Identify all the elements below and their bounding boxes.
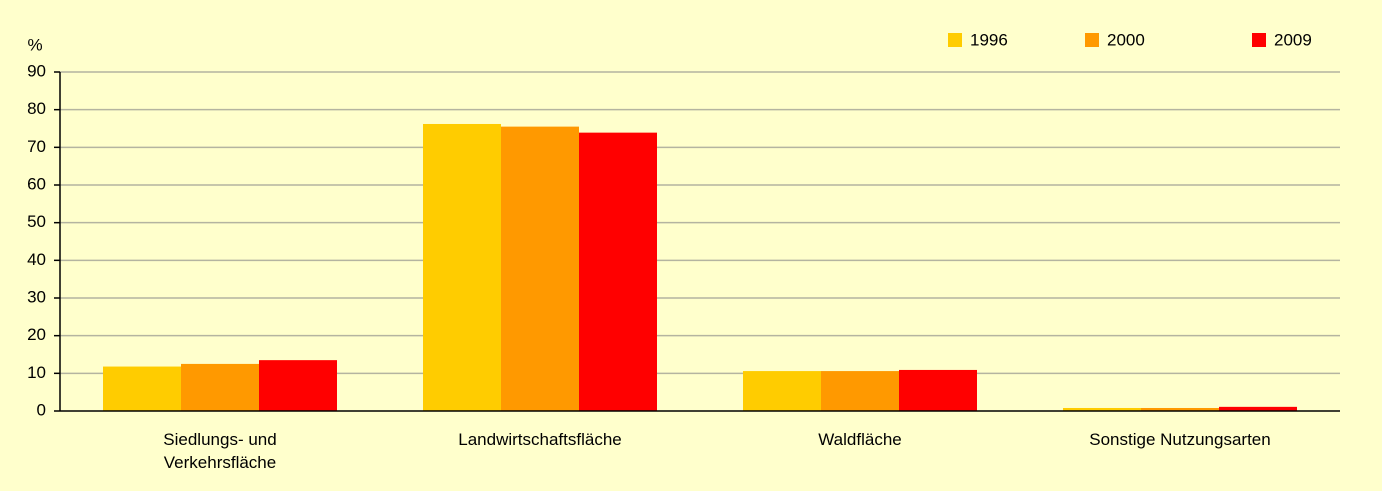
y-tick-label: 60 <box>27 174 46 193</box>
bar <box>103 366 181 411</box>
bar <box>423 123 501 411</box>
y-tick-label: 10 <box>27 363 46 382</box>
legend-label: 2009 <box>1274 30 1312 49</box>
y-tick-label: 70 <box>27 137 46 156</box>
y-axis-label: % <box>27 35 42 54</box>
legend-swatch <box>948 33 962 47</box>
bar <box>501 126 579 411</box>
legend-label: 1996 <box>970 30 1008 49</box>
x-tick-label: Siedlungs- und Verkehrsfläche <box>163 430 277 472</box>
x-tick-label: Waldfläche <box>818 430 902 449</box>
y-tick-label: 50 <box>27 212 46 231</box>
y-tick-label: 40 <box>27 250 46 269</box>
x-tick-label: Landwirtschaftsfläche <box>458 430 622 449</box>
y-tick-label: 30 <box>27 287 46 306</box>
bar <box>181 363 259 411</box>
y-tick-label: 0 <box>37 400 46 419</box>
y-tick-label: 20 <box>27 325 46 344</box>
legend-swatch <box>1085 33 1099 47</box>
bar <box>579 132 657 412</box>
bar <box>821 371 899 411</box>
bar <box>743 371 821 411</box>
bar <box>899 369 977 411</box>
x-tick-label: Sonstige Nutzungsarten <box>1089 430 1271 449</box>
bar <box>1141 407 1219 411</box>
bar <box>1219 406 1297 411</box>
legend-label: 2000 <box>1107 30 1145 49</box>
y-tick-label: 80 <box>27 99 46 118</box>
y-tick-label: 90 <box>27 61 46 80</box>
bar <box>259 360 337 411</box>
legend-swatch <box>1252 33 1266 47</box>
bar <box>1063 407 1141 411</box>
